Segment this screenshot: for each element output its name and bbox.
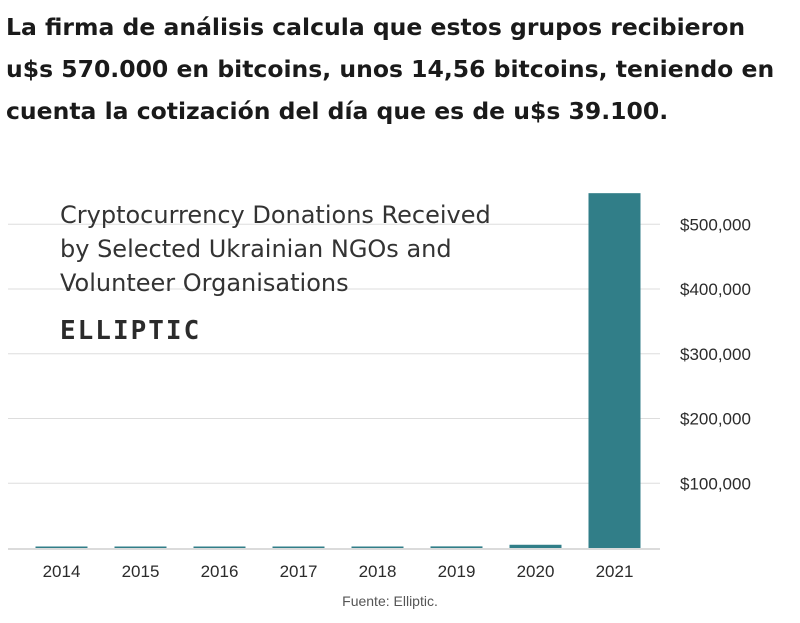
chart-title-line: Cryptocurrency Donations Received <box>60 201 491 229</box>
x-axis-ticks: 2014 2015 2016 2017 2018 2019 2020 2021 <box>43 562 634 581</box>
elliptic-logo: ELLIPTIC <box>60 316 201 346</box>
bar-layer <box>35 193 641 549</box>
chart-title-line: Volunteer Organisations <box>60 269 349 297</box>
bar-2014 <box>35 546 88 548</box>
y-tick-label: $100,000 <box>680 474 751 493</box>
x-tick-label: 2017 <box>280 562 318 581</box>
chart-title-line: by Selected Ukrainian NGOs and <box>60 235 452 263</box>
x-tick-label: 2015 <box>122 562 160 581</box>
x-tick-label: 2021 <box>596 562 634 581</box>
bar-2015 <box>114 546 167 548</box>
x-tick-label: 2014 <box>43 562 81 581</box>
chart: Cryptocurrency Donations Received by Sele… <box>0 185 800 623</box>
x-tick-label: 2020 <box>517 562 555 581</box>
bar-2020 <box>509 544 562 548</box>
bar-2019 <box>430 546 483 548</box>
headline: La firma de análisis calcula que estos g… <box>6 13 775 125</box>
y-axis-ticks: $100,000 $200,000 $300,000 $400,000 $500,000 <box>680 215 751 493</box>
x-tick-label: 2019 <box>438 562 476 581</box>
bar-2017 <box>272 546 325 548</box>
x-tick-label: 2016 <box>201 562 239 581</box>
x-tick-label: 2018 <box>359 562 397 581</box>
y-tick-label: $300,000 <box>680 345 751 364</box>
y-tick-label: $400,000 <box>680 280 751 299</box>
bar-2021 <box>588 193 641 549</box>
y-tick-label: $500,000 <box>680 215 751 234</box>
chart-svg: Cryptocurrency Donations Received by Sele… <box>8 193 751 581</box>
bar-2018 <box>351 546 404 548</box>
chart-title: Cryptocurrency Donations Received by Sele… <box>60 201 491 297</box>
bar-2016 <box>193 546 246 548</box>
grid-layer <box>8 223 660 550</box>
y-tick-label: $200,000 <box>680 410 751 429</box>
source-caption: Fuente: Elliptic. <box>342 593 438 609</box>
